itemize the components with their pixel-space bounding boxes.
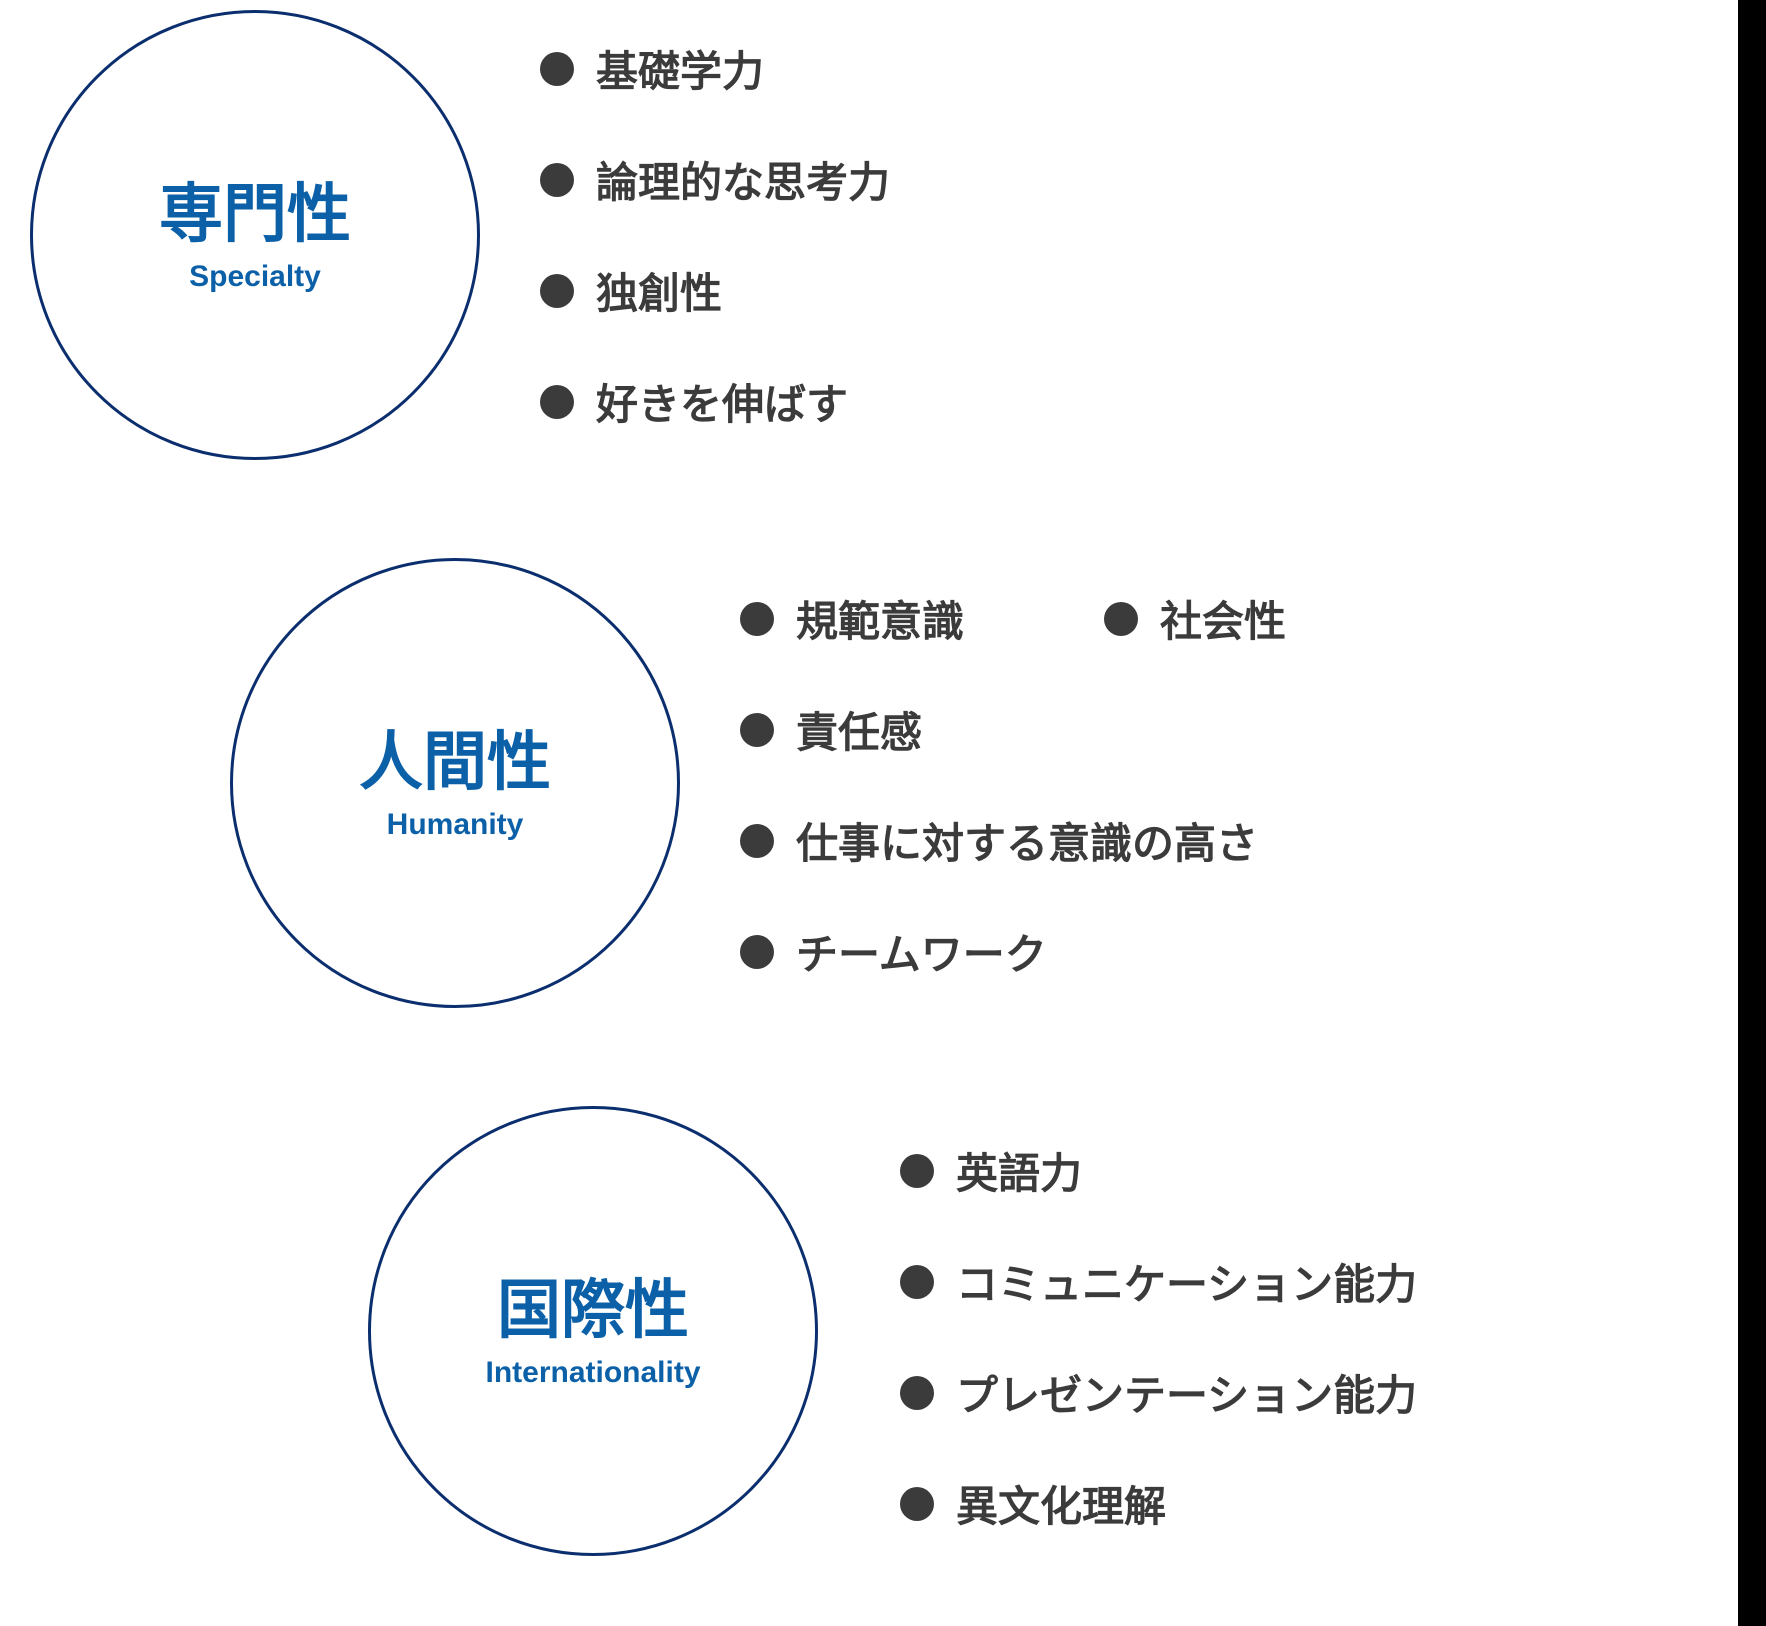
bullet-text: コミュニケーション能力 — [956, 1251, 1417, 1312]
bullet-dot-icon — [900, 1376, 934, 1410]
bullet-dot-icon — [1104, 602, 1138, 636]
bullet-text: 独創性 — [596, 260, 722, 321]
specialty-title-jp: 専門性 — [159, 176, 351, 253]
bullet-text: プレゼンテーション能力 — [956, 1362, 1417, 1423]
specialty-bullet-row: 基礎学力 — [540, 38, 890, 99]
internationality-title-jp: 国際性 — [497, 1272, 689, 1349]
internationality-bullets: 英語力コミュニケーション能力プレゼンテーション能力異文化理解 — [900, 1140, 1417, 1534]
bullet-item: 独創性 — [540, 260, 722, 321]
bullet-text: 好きを伸ばす — [596, 371, 848, 432]
humanity-bullet-row: 仕事に対する意識の高さ — [740, 810, 1286, 871]
internationality-title-en: Internationality — [485, 1356, 700, 1390]
bullet-text: 異文化理解 — [956, 1473, 1166, 1534]
humanity-bullet-row: チームワーク — [740, 921, 1286, 982]
internationality-bullet-row: 異文化理解 — [900, 1473, 1417, 1534]
humanity-bullet-row: 規範意識 社会性 — [740, 588, 1286, 649]
bullet-item: 基礎学力 — [540, 38, 764, 99]
bullet-dot-icon — [900, 1265, 934, 1299]
bullet-text: 仕事に対する意識の高さ — [796, 810, 1258, 871]
bullet-dot-icon — [540, 385, 574, 419]
humanity-circle: 人間性 Humanity — [230, 558, 680, 1008]
bullet-item: 論理的な思考力 — [540, 149, 890, 210]
specialty-bullet-row: 論理的な思考力 — [540, 149, 890, 210]
bullet-dot-icon — [540, 52, 574, 86]
bullet-dot-icon — [740, 713, 774, 747]
bullet-item: 社会性 — [1104, 588, 1286, 649]
bullet-item: 英語力 — [900, 1140, 1082, 1201]
internationality-bullet-row: 英語力 — [900, 1140, 1417, 1201]
bullet-text: 責任感 — [796, 699, 922, 760]
bullet-dot-icon — [740, 602, 774, 636]
right-edge-bar — [1738, 0, 1766, 1626]
bullet-item: 好きを伸ばす — [540, 371, 848, 432]
bullet-dot-icon — [540, 163, 574, 197]
bullet-item: 責任感 — [740, 699, 922, 760]
bullet-text: 論理的な思考力 — [596, 149, 890, 210]
specialty-bullet-row: 独創性 — [540, 260, 890, 321]
internationality-bullet-row: プレゼンテーション能力 — [900, 1362, 1417, 1423]
bullet-dot-icon — [540, 274, 574, 308]
humanity-bullet-row: 責任感 — [740, 699, 1286, 760]
bullet-text: 社会性 — [1160, 588, 1286, 649]
bullet-text: 規範意識 — [796, 588, 964, 649]
bullet-dot-icon — [740, 935, 774, 969]
internationality-bullet-row: コミュニケーション能力 — [900, 1251, 1417, 1312]
bullet-item: 仕事に対する意識の高さ — [740, 810, 1258, 871]
bullet-dot-icon — [740, 824, 774, 858]
bullet-dot-icon — [900, 1154, 934, 1188]
specialty-circle: 専門性 Specialty — [30, 10, 480, 460]
internationality-circle: 国際性 Internationality — [368, 1106, 818, 1556]
humanity-title-en: Humanity — [387, 808, 524, 842]
bullet-text: 基礎学力 — [596, 38, 764, 99]
bullet-item: 異文化理解 — [900, 1473, 1166, 1534]
bullet-text: 英語力 — [956, 1140, 1082, 1201]
bullet-item: 規範意識 — [740, 588, 964, 649]
bullet-text: チームワーク — [796, 921, 1047, 982]
bullet-item: プレゼンテーション能力 — [900, 1362, 1417, 1423]
bullet-item: コミュニケーション能力 — [900, 1251, 1417, 1312]
bullet-item: チームワーク — [740, 921, 1047, 982]
humanity-bullets: 規範意識 社会性責任感仕事に対する意識の高さチームワーク — [740, 588, 1286, 982]
specialty-title-en: Specialty — [189, 260, 321, 294]
specialty-bullet-row: 好きを伸ばす — [540, 371, 890, 432]
specialty-bullets: 基礎学力論理的な思考力独創性好きを伸ばす — [540, 38, 890, 432]
humanity-title-jp: 人間性 — [359, 724, 551, 801]
bullet-dot-icon — [900, 1487, 934, 1521]
